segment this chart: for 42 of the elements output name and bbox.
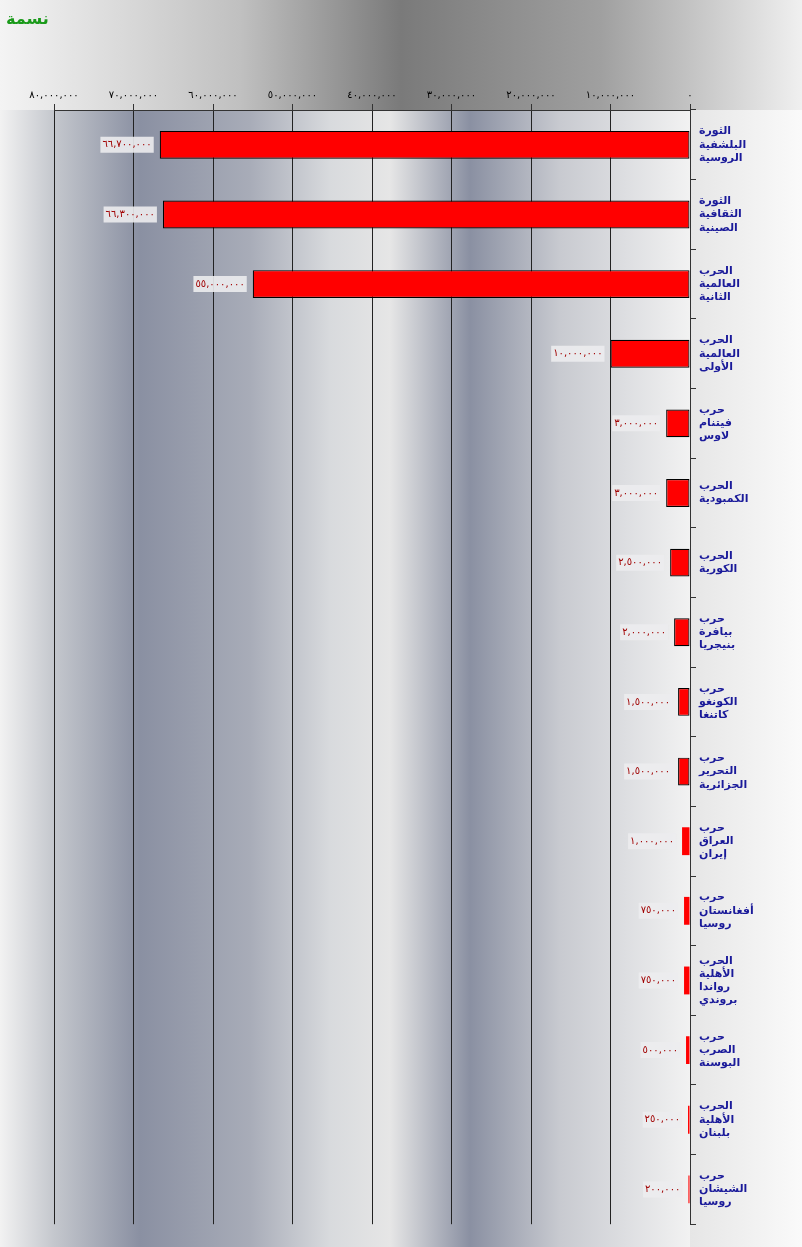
x-tick-label: ٠ [687,88,693,100]
y-tick-label: حرب بيافرة بنيجريا [699,611,736,652]
y-tick-label: حرب الصرب البوسنة [699,1029,741,1070]
data-label: ٦٦,٧٠٠,٠٠٠ [102,138,152,150]
data-label: ٦٦,٣٠٠,٠٠٠ [105,208,155,220]
data-label: ٣,٠٠٠,٠٠٠ [614,486,659,498]
data-label: ١٠,٠٠٠,٠٠٠ [553,347,603,359]
data-label: ٢,٠٠٠,٠٠٠ [622,625,667,637]
y-tick-label: حرب فيتنام لاوس [699,403,732,443]
y-tick-label: الحرب الأهلية بلبنان [699,1099,735,1139]
data-label: ٣,٠٠٠,٠٠٠ [614,416,659,428]
y-tick-label: الحرب العالمية الثانية [699,263,740,304]
data-label: ٥٠٠,٠٠٠ [642,1043,679,1055]
y-tick-label: حرب التحرير الجزائرية [698,751,748,791]
data-label: ٧٥٠,٠٠٠ [640,904,677,916]
x-tick-label: ٦٠,٠٠٠,٠٠٠ [188,88,238,100]
x-tick-label: ٨٠,٠٠٠,٠٠٠ [29,88,79,100]
data-label: ١,٥٠٠,٠٠٠ [626,695,671,707]
data-label: ٢٥٠,٠٠٠ [644,1113,681,1125]
data-label: ٧٥٠,٠٠٠ [640,974,677,986]
y-tick-label: الحرب الأهلية رواندا بروندي [699,953,738,1007]
x-tick-label: ٢٠,٠٠٠,٠٠٠ [506,88,556,100]
y-tick-label: الحرب الكورية [699,548,738,576]
x-tick-label: ١٠,٠٠٠,٠٠٠ [585,88,636,100]
x-tick-label: ٤٠,٠٠٠,٠٠٠ [347,88,397,100]
y-tick-label: حرب العراق إيران [699,820,734,861]
y-tick-label: الثورة الثقافية الصينية [699,194,742,234]
data-label: ٥٥,٠٠٠,٠٠٠ [195,277,245,289]
x-tick-label: ٥٠,٠٠٠,٠٠٠ [267,88,318,100]
data-label: ٢,٥٠٠,٠٠٠ [618,556,663,568]
x-tick-label: ٣٠,٠٠٠,٠٠٠ [426,88,477,100]
y-tick-label: حرب الشيشان روسيا [699,1169,748,1209]
y-tick-label: الثورة البلشفية الروسية [699,124,747,164]
data-label: ١,٥٠٠,٠٠٠ [626,765,671,777]
y-tick-label: حرب أفغانستان روسيا [699,890,754,930]
x-tick-label: ٧٠,٠٠٠,٠٠٠ [108,88,159,100]
data-label: ١,٠٠٠,٠٠٠ [630,834,675,846]
y-tick-label: الحرب الكمبودية [699,479,749,506]
x-axis-title: نسمة [6,9,49,29]
y-tick-label: حرب الكونغو كاتنغا [698,681,738,721]
y-tick-label: الحرب العالمية الأولى [699,333,740,373]
data-label: ٢٠٠,٠٠٠ [645,1182,681,1194]
